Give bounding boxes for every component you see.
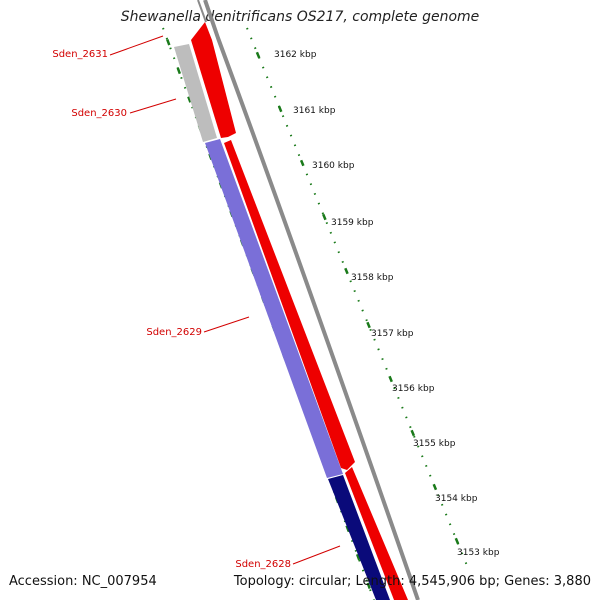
kbp-label: 3156 kbp — [392, 384, 435, 394]
kbp-label: 3155 kbp — [413, 439, 456, 449]
cds-block-3[interactable] — [345, 467, 408, 600]
outer-major-tick — [410, 429, 416, 437]
accession-text: Accession: NC_007954 — [9, 574, 157, 589]
gene-sden-2629-leader — [203, 316, 250, 333]
inner-major-tick — [176, 67, 182, 75]
outer-major-tick — [255, 51, 261, 59]
genome-backbone — [203, 0, 420, 600]
gene-sden-2631-label[interactable]: Sden_2631 — [52, 49, 108, 60]
outer-major-tick — [322, 213, 327, 221]
cds-block-2[interactable] — [224, 140, 355, 470]
gene-sden-2629-block[interactable] — [205, 139, 343, 478]
inner-major-tick — [355, 553, 361, 561]
gene-sden-2629-label[interactable]: Sden_2629 — [146, 327, 202, 338]
kbp-label: 3161 kbp — [293, 106, 336, 116]
outer-major-tick — [344, 267, 349, 275]
gene-sden-2630-label[interactable]: Sden_2630 — [71, 108, 127, 119]
inner-major-tick — [366, 582, 371, 589]
kbp-label: 3160 kbp — [312, 161, 355, 171]
kbp-label: 3153 kbp — [457, 548, 500, 558]
kbp-label: 3162 kbp — [274, 50, 317, 60]
kbp-label: 3157 kbp — [371, 329, 414, 339]
gene-sden-2628-leader — [292, 545, 341, 565]
outer-major-tick — [388, 375, 393, 383]
cds-block-1[interactable] — [191, 22, 236, 138]
kbp-label: 3158 kbp — [351, 273, 394, 283]
kbp-label: 3159 kbp — [331, 218, 374, 228]
gene-sden-2630-leader — [129, 98, 177, 114]
inner-major-tick — [166, 39, 171, 46]
gene-sden-2628-label[interactable]: Sden_2628 — [235, 559, 291, 570]
inner-major-tick — [187, 96, 192, 103]
gene-sden-2628-block[interactable] — [328, 475, 390, 600]
outer-major-tick — [432, 483, 438, 491]
outer-major-tick — [299, 159, 305, 167]
gene-sden-2630-block[interactable] — [174, 44, 217, 142]
gene-sden-2631-leader — [109, 35, 164, 56]
outer-major-tick — [366, 321, 371, 329]
outer-major-tick — [277, 105, 283, 113]
kbp-label: 3154 kbp — [435, 494, 478, 504]
backbone-top-stub — [197, 0, 207, 23]
outer-major-tick — [454, 537, 460, 545]
genome-summary: Topology: circular; Length: 4,545,906 bp… — [233, 574, 591, 589]
